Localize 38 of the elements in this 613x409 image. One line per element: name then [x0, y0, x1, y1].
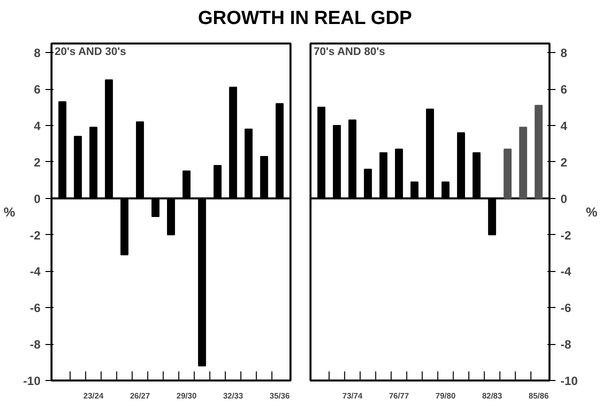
bar: [519, 126, 528, 199]
chart-subtitle: 20's AND 30's: [54, 46, 126, 58]
y-tick-label: 8: [34, 46, 41, 60]
y2-tick-label: -4: [560, 264, 572, 279]
x-tick-label: 76/77: [388, 392, 410, 400]
y2-tick-label: 0: [560, 192, 568, 206]
y-tick-label: -10: [23, 374, 41, 388]
x-tick-label: 73/74: [342, 392, 363, 400]
y2-tick-label: -8: [560, 338, 572, 352]
y-tick-label: -2: [30, 228, 41, 242]
x-tick-label: 85/86: [528, 392, 550, 400]
y-tick-label: -8: [30, 338, 41, 352]
y2-tick-label: 2: [560, 155, 568, 170]
y2-tick-label: 6: [560, 82, 568, 97]
x-tick-label: 35/36: [270, 392, 290, 400]
y2-tick-label: 4: [560, 118, 568, 133]
y2-tick-label: -6: [560, 301, 572, 316]
y2-tick-label: 8: [560, 46, 568, 60]
y-tick-label: 4: [34, 118, 41, 133]
y-tick-label: 6: [34, 82, 41, 97]
y2-tick-label: -2: [560, 228, 572, 242]
chart-title: GROWTH IN REAL GDP: [198, 7, 412, 31]
bar: [534, 104, 543, 199]
x-tick-label: 26/27: [130, 392, 151, 400]
y2-tick-label: -10: [560, 374, 578, 388]
x-tick-label: 82/83: [482, 392, 503, 400]
y-tick-label: 0: [34, 192, 41, 206]
x-tick-label: 29/30: [176, 392, 198, 400]
chart-subtitle: 70's AND 80's: [314, 46, 386, 58]
y-tick-label: -4: [30, 264, 41, 279]
x-tick-label: 23/24: [83, 392, 104, 400]
bar: [504, 148, 512, 199]
y-axis-title: %: [4, 204, 16, 220]
x-tick-label: 32/33: [223, 392, 244, 400]
y-tick-label: 2: [34, 155, 41, 170]
y2-axis-title: %: [586, 204, 598, 220]
y-tick-label: -6: [30, 301, 41, 316]
x-tick-label: 79/80: [436, 392, 456, 400]
